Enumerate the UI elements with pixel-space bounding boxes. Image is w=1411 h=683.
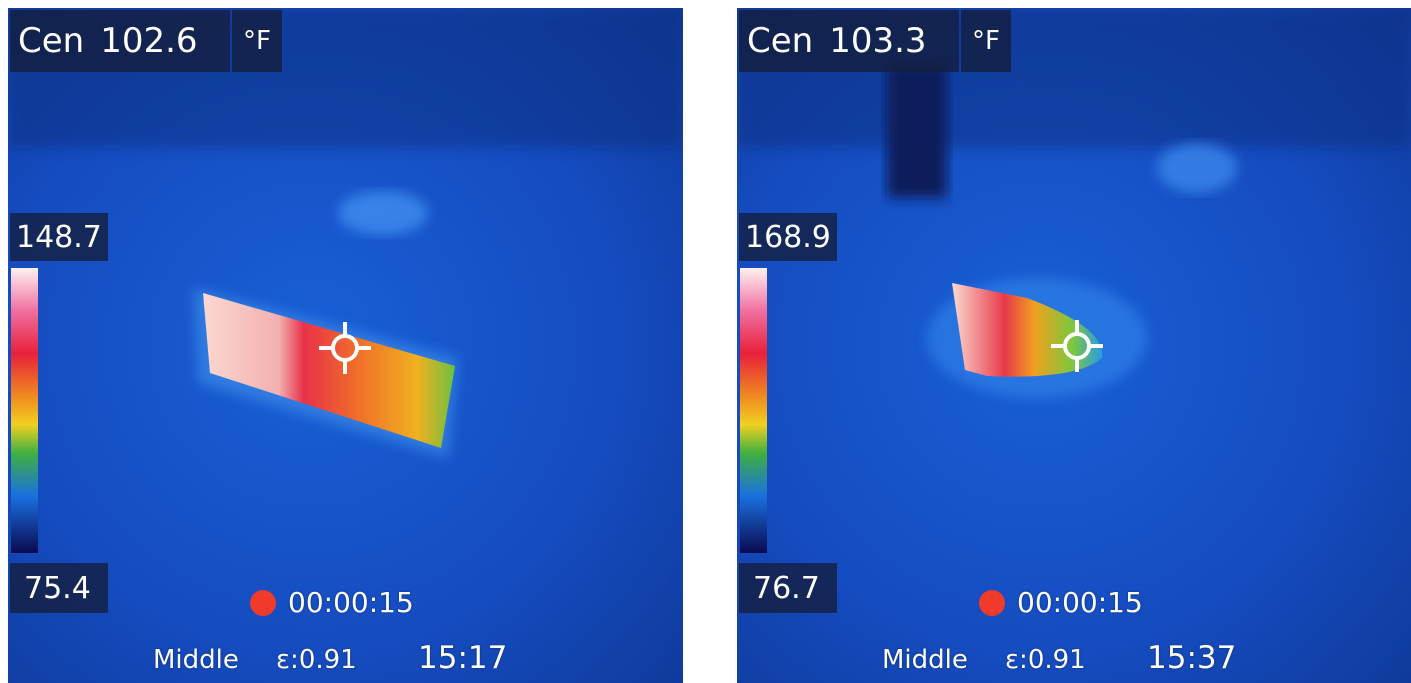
clock: 15:37 (1147, 640, 1236, 676)
warm-blob (338, 191, 428, 235)
scale-max: 168.9 (745, 220, 831, 255)
unit-box: °F (232, 10, 282, 72)
center-label: Cen (18, 21, 84, 61)
mode: Middle (153, 645, 239, 675)
color-scale (740, 268, 767, 553)
scale-min: 75.4 (24, 571, 91, 606)
center-value: 103.3 (829, 21, 926, 61)
dark-strip (887, 63, 947, 198)
recording-time: 00:00:15 (1017, 586, 1143, 619)
scale-max: 148.7 (16, 220, 102, 255)
color-scale (11, 268, 38, 553)
page: {"panels": [ {"center_label": "Cen", "ce… (0, 0, 1411, 683)
center-value: 102.6 (100, 21, 197, 61)
scale-max-box: 168.9 (739, 213, 837, 261)
unit: °F (243, 26, 271, 56)
thermal-view: Cen 103.3 °F 168.9 76.7 00:00:15 Middle ε:0.91 1… (737, 8, 1411, 683)
scale-min-box: 75.4 (10, 563, 108, 613)
warm-blob (1157, 143, 1237, 193)
unit: °F (972, 26, 1000, 56)
center-temp-box: Cen 103.3 (739, 10, 959, 72)
mode: Middle (882, 645, 968, 675)
record-indicator (979, 590, 1005, 616)
thermal-view: Cen 102.6 °F 148.7 75.4 00:00:15 Middle ε:0.91 1… (8, 8, 683, 683)
center-label: Cen (747, 21, 813, 61)
scale-min-box: 76.7 (739, 563, 837, 613)
emissivity: ε:0.91 (1005, 645, 1086, 675)
center-temp-box: Cen 102.6 (10, 10, 230, 72)
unit-box: °F (961, 10, 1011, 72)
clock: 15:17 (418, 640, 507, 676)
emissivity: ε:0.91 (276, 645, 357, 675)
thermal-image (8, 8, 683, 683)
scale-max-box: 148.7 (10, 213, 108, 261)
record-indicator (250, 590, 276, 616)
scale-min: 76.7 (753, 571, 820, 606)
thermal-image (737, 8, 1411, 683)
recording-time: 00:00:15 (288, 586, 414, 619)
